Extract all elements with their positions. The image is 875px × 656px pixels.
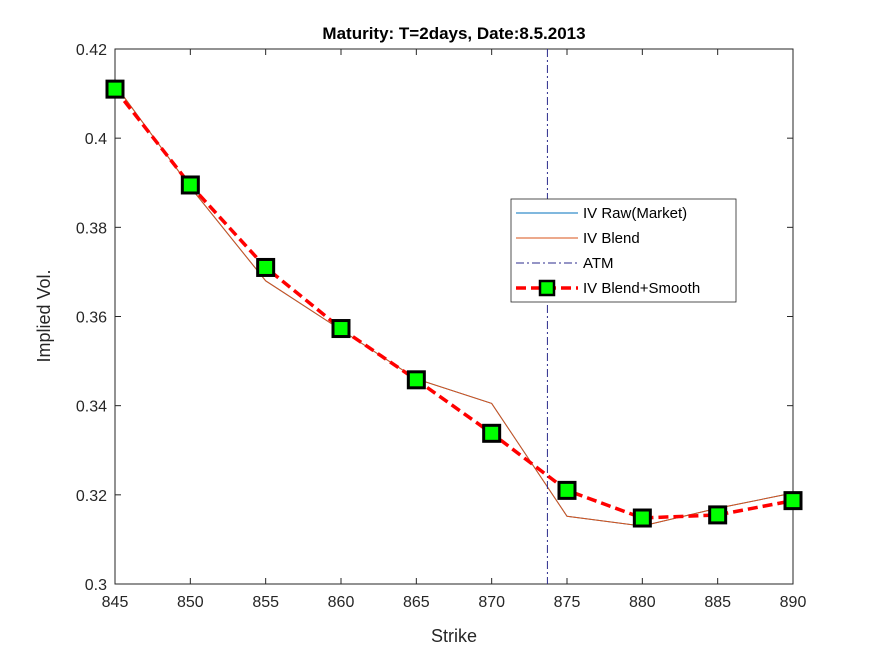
legend-label-raw: IV Raw(Market)	[583, 205, 687, 222]
x-tick-label: 850	[177, 594, 204, 611]
x-tick-label: 870	[478, 594, 505, 611]
smooth-marker	[406, 370, 426, 390]
chart-title: Maturity: T=2days, Date:8.5.2013	[322, 24, 585, 43]
legend-label-smooth: IV Blend+Smooth	[583, 280, 700, 297]
smooth-marker	[256, 257, 276, 277]
smooth-marker	[557, 480, 577, 500]
plot-area	[114, 48, 794, 585]
series-layer	[105, 49, 803, 584]
y-tick-labels: 0.3 0.32 0.34 0.36 0.38 0.4 0.42	[76, 42, 107, 594]
y-tick-label: 0.38	[76, 220, 107, 237]
smooth-marker	[632, 508, 652, 528]
y-tick-label: 0.34	[76, 399, 107, 416]
y-tick-label: 0.3	[85, 577, 107, 594]
x-tick-label: 865	[403, 594, 430, 611]
smooth-marker	[105, 79, 125, 99]
x-tick-label: 885	[704, 594, 731, 611]
x-tick-labels: 845 850 855 860 865 870 875 880 885 890	[102, 594, 807, 611]
y-tick-label: 0.4	[85, 131, 107, 148]
x-tick-label: 855	[252, 594, 279, 611]
smooth-marker	[482, 423, 502, 443]
legend-label-blend: IV Blend	[583, 230, 640, 247]
y-axis-label: Implied Vol.	[34, 269, 54, 362]
legend-swatch-smooth-marker	[538, 279, 556, 297]
legend-label-atm: ATM	[583, 255, 614, 272]
x-tick-label: 890	[780, 594, 807, 611]
legend: IV Raw(Market) IV Blend ATM IV Blend+Smo…	[510, 198, 737, 303]
smooth-marker	[331, 319, 351, 339]
y-tick-label: 0.32	[76, 488, 107, 505]
smooth-marker	[783, 491, 803, 511]
x-axis-label: Strike	[431, 626, 477, 646]
smooth-marker	[180, 175, 200, 195]
x-tick-label: 845	[102, 594, 129, 611]
series-iv-smooth-line	[113, 88, 794, 520]
smooth-marker	[708, 505, 728, 525]
x-tick-label: 875	[554, 594, 581, 611]
x-tick-label: 860	[328, 594, 355, 611]
x-tick-label: 880	[629, 594, 656, 611]
axis-ticks	[114, 48, 794, 585]
y-tick-label: 0.42	[76, 42, 107, 59]
y-tick-label: 0.36	[76, 310, 107, 327]
